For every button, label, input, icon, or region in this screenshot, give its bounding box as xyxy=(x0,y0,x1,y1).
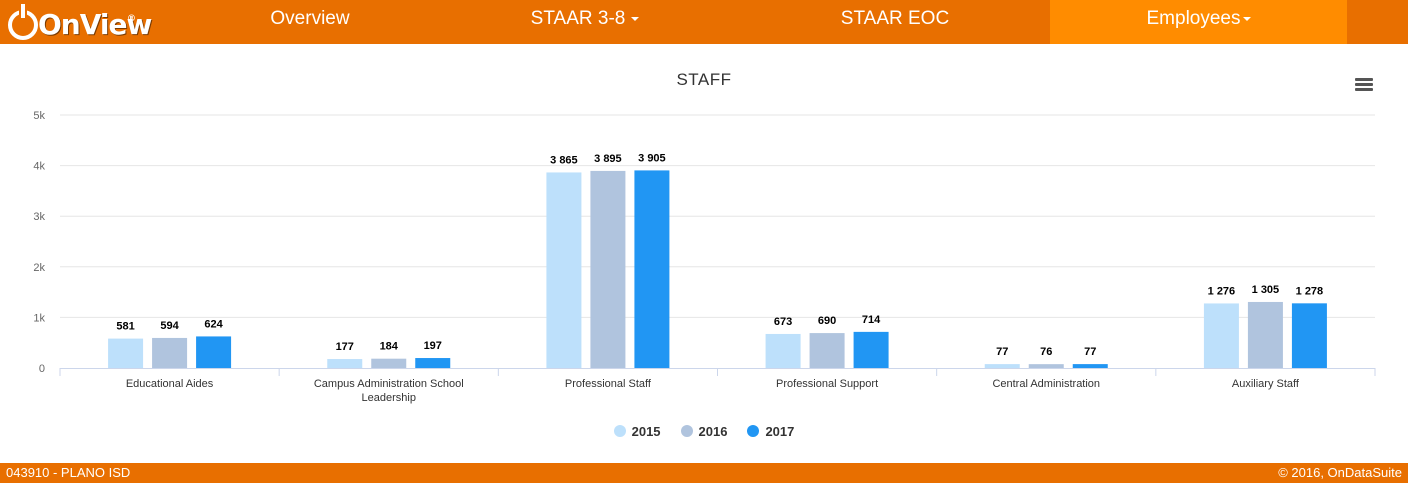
data-label: 594 xyxy=(160,320,179,332)
x-tick-label: Educational Aides xyxy=(126,378,214,390)
legend-item-2015[interactable]: 2015 xyxy=(613,424,661,439)
power-icon-line xyxy=(21,4,25,18)
data-label: 77 xyxy=(996,346,1008,358)
bar-2015 xyxy=(546,172,582,368)
y-tick-label: 2k xyxy=(33,262,45,274)
y-tick-label: 4k xyxy=(33,161,45,173)
nav-staar-eoc[interactable]: STAAR EOC xyxy=(815,0,975,44)
bar-2017 xyxy=(634,170,670,368)
data-label: 673 xyxy=(774,316,792,328)
x-tick-label: Leadership xyxy=(362,392,416,404)
bar-2015 xyxy=(765,333,801,368)
legend-marker xyxy=(680,425,693,437)
nav-staar-3-8-label: STAAR 3-8 xyxy=(530,8,626,29)
chart-title: STAFF xyxy=(676,70,732,89)
data-label: 1 278 xyxy=(1296,285,1324,297)
legend-item-2016[interactable]: 2016 xyxy=(680,424,728,439)
bar-2016 xyxy=(371,358,407,368)
data-label: 184 xyxy=(380,341,399,353)
hamburger-icon[interactable] xyxy=(1355,78,1373,92)
data-label: 714 xyxy=(862,314,881,326)
bar-2017 xyxy=(196,336,232,368)
x-tick-label: Professional Staff xyxy=(565,378,652,390)
bar-2017 xyxy=(853,331,889,368)
bar-2016 xyxy=(809,333,845,368)
copyright-label: © 2016, OnDataSuite xyxy=(1278,465,1402,480)
legend-marker xyxy=(747,425,760,437)
bar-2015 xyxy=(1203,303,1239,368)
legend-label: 2016 xyxy=(698,424,728,439)
y-tick-label: 3k xyxy=(33,211,45,223)
data-label: 690 xyxy=(818,315,836,327)
chart-legend: 2015 2016 2017 xyxy=(0,424,1408,439)
data-label: 581 xyxy=(116,321,134,333)
menu-icon-bar xyxy=(1355,88,1373,91)
bar-2017 xyxy=(415,358,451,368)
legend-marker xyxy=(613,425,626,437)
logo-text: OnView xyxy=(38,8,152,41)
bar-2016 xyxy=(152,337,188,368)
bar-2016 xyxy=(590,170,626,368)
data-label: 3 895 xyxy=(594,153,622,165)
legend-item-2017[interactable]: 2017 xyxy=(747,424,794,439)
chevron-down-icon xyxy=(631,16,640,21)
y-tick-label: 0 xyxy=(39,363,45,375)
bar-2016 xyxy=(1028,364,1064,368)
bar-2016 xyxy=(1247,301,1283,368)
bar-2015 xyxy=(327,359,363,368)
bar-2015 xyxy=(984,364,1020,368)
y-tick-label: 5k xyxy=(33,110,45,122)
x-tick-label: Auxiliary Staff xyxy=(1232,378,1300,390)
data-label: 1 276 xyxy=(1208,285,1236,297)
bar-chart: 0 1k 2k 3k 4k 5k 581 594 624 Educational Aides 177… xyxy=(33,110,1376,404)
data-label: 77 xyxy=(1084,346,1096,358)
data-label: 197 xyxy=(424,340,442,352)
chevron-down-icon xyxy=(1242,16,1251,21)
bar-2017 xyxy=(1291,303,1327,368)
nav-employees[interactable]: Employees xyxy=(1050,0,1347,44)
data-label: 3 905 xyxy=(638,152,666,164)
data-label: 76 xyxy=(1040,346,1052,358)
nav-staar-eoc-label: STAAR EOC xyxy=(840,8,950,29)
registered-mark: ® xyxy=(127,14,136,24)
nav-overview[interactable]: Overview xyxy=(230,0,390,44)
data-label: 1 305 xyxy=(1252,284,1280,296)
menu-icon-bar xyxy=(1355,83,1373,86)
footer-bar: 043910 - PLANO ISD © 2016, OnDataSuite xyxy=(0,463,1408,483)
bar-2015 xyxy=(108,338,144,368)
y-tick-label: 1k xyxy=(33,312,45,324)
nav-overview-label: Overview xyxy=(270,8,350,29)
bar-2017 xyxy=(1072,364,1108,368)
x-tick-label: Central Administration xyxy=(992,378,1100,390)
x-tick-label: Campus Administration School xyxy=(314,378,464,390)
district-label: 043910 - PLANO ISD xyxy=(6,465,131,480)
x-tick-label: Professional Support xyxy=(776,378,878,390)
legend-label: 2015 xyxy=(631,424,661,439)
menu-icon-bar xyxy=(1355,78,1373,81)
top-navigation-bar: OnView ® Overview STAAR 3-8 STAAR EOC Em… xyxy=(0,0,1408,44)
nav-employees-label: Employees xyxy=(1146,8,1241,29)
legend-label: 2017 xyxy=(765,424,795,439)
data-label: 3 865 xyxy=(550,154,578,166)
data-label: 624 xyxy=(204,318,223,330)
onview-logo[interactable]: OnView ® xyxy=(8,4,152,42)
data-label: 177 xyxy=(336,341,354,353)
nav-staar-3-8[interactable]: STAAR 3-8 xyxy=(505,0,665,44)
